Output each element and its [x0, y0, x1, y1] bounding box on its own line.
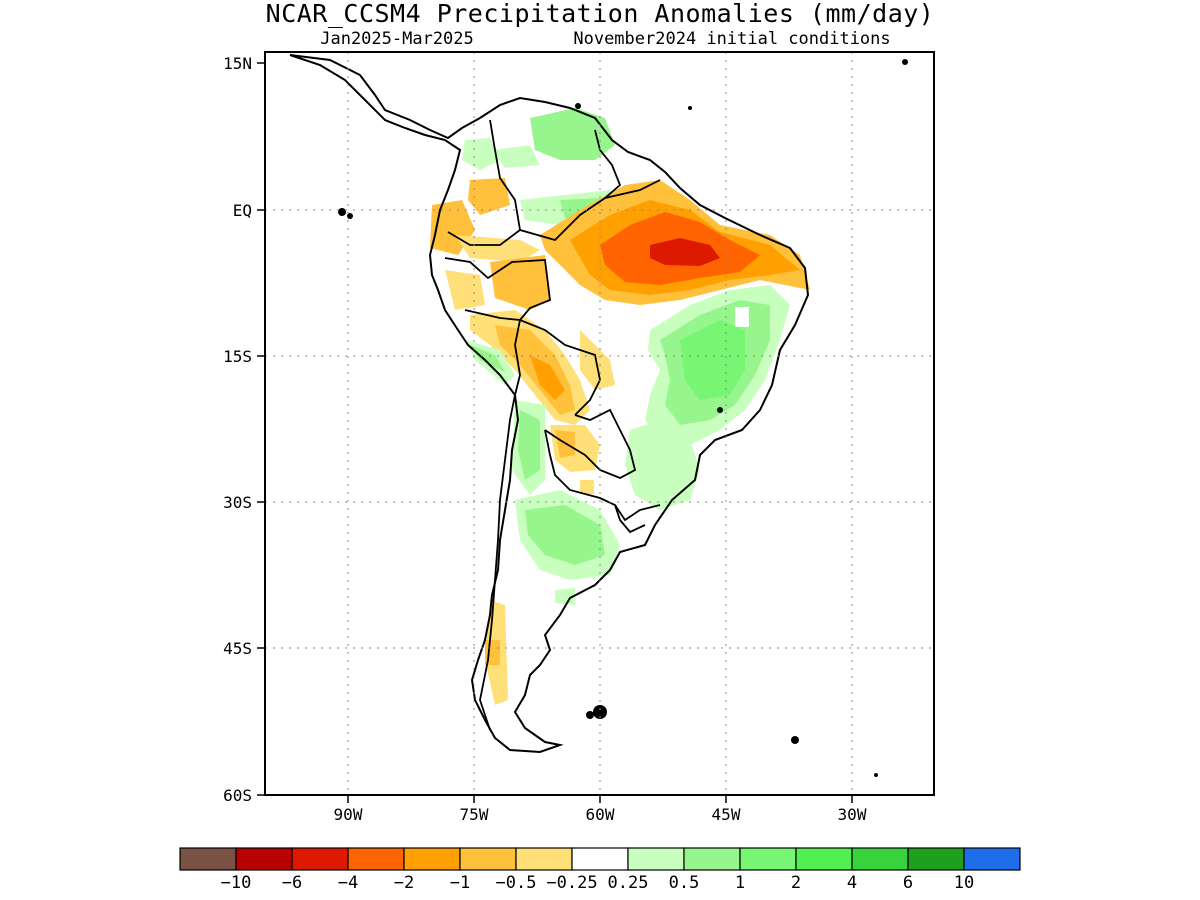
colorbar-label: −1 — [450, 873, 470, 893]
country-borders — [444, 119, 661, 731]
colorbar-label: 6 — [903, 873, 913, 893]
colorbar-label: 1 — [735, 873, 745, 893]
continent-outline — [289, 54, 810, 754]
lon-tick-label: 45W — [712, 805, 741, 824]
lat-tick-label: 30S — [223, 493, 252, 512]
subtitle-period: Jan2025-Mar2025 — [320, 29, 474, 49]
colorbar-swatch — [571, 847, 629, 871]
colorbar-label: 4 — [847, 873, 857, 893]
colorbar: −10 −6 −4 −2 −1 −0.5 −0.25 0.25 0.5 1 2 4 6 10 — [179, 847, 1021, 893]
colorbar-label: 0.25 — [608, 873, 649, 893]
colorbar-swatch — [347, 847, 405, 871]
colorbar-swatch — [235, 847, 293, 871]
anomaly-shading — [430, 108, 810, 705]
colorbar-label: −10 — [221, 873, 252, 893]
lat-tick-label: 15N — [223, 54, 252, 73]
colorbar-swatch — [851, 847, 909, 871]
colorbar-label: 0.5 — [669, 873, 700, 893]
lat-axis — [257, 62, 265, 796]
subtitle-init: November2024 initial conditions — [573, 29, 890, 49]
colorbar-label: −0.5 — [496, 873, 537, 893]
colorbar-swatch — [403, 847, 461, 871]
colorbar-swatch — [907, 847, 965, 871]
colorbar-swatch — [795, 847, 853, 871]
chart-title: NCAR_CCSM4 Precipitation Anomalies (mm/d… — [266, 0, 935, 28]
lon-axis — [347, 795, 853, 803]
lat-tick-label: 15S — [223, 347, 252, 366]
colorbar-swatch — [627, 847, 685, 871]
lat-tick-label: 60S — [223, 786, 252, 805]
map-plot-area — [265, 52, 934, 795]
colorbar-label: 10 — [954, 873, 974, 893]
lat-tick-label: EQ — [233, 201, 252, 220]
colorbar-swatch — [739, 847, 797, 871]
colorbar-swatch — [459, 847, 517, 871]
colorbar-swatch — [179, 847, 237, 871]
colorbar-swatch — [515, 847, 573, 871]
lat-tick-label: 45S — [223, 639, 252, 658]
colorbar-label: 2 — [791, 873, 801, 893]
lon-tick-label: 75W — [460, 805, 489, 824]
colorbar-label: −0.25 — [546, 873, 597, 893]
colorbar-swatch — [291, 847, 349, 871]
lon-tick-label: 60W — [586, 805, 615, 824]
lon-tick-label: 90W — [334, 805, 363, 824]
colorbar-label: −2 — [394, 873, 414, 893]
islands — [338, 59, 908, 777]
colorbar-swatch — [963, 847, 1021, 871]
colorbar-label: −6 — [282, 873, 302, 893]
colorbar-label: −4 — [338, 873, 358, 893]
lon-tick-label: 30W — [838, 805, 867, 824]
colorbar-swatch — [683, 847, 741, 871]
